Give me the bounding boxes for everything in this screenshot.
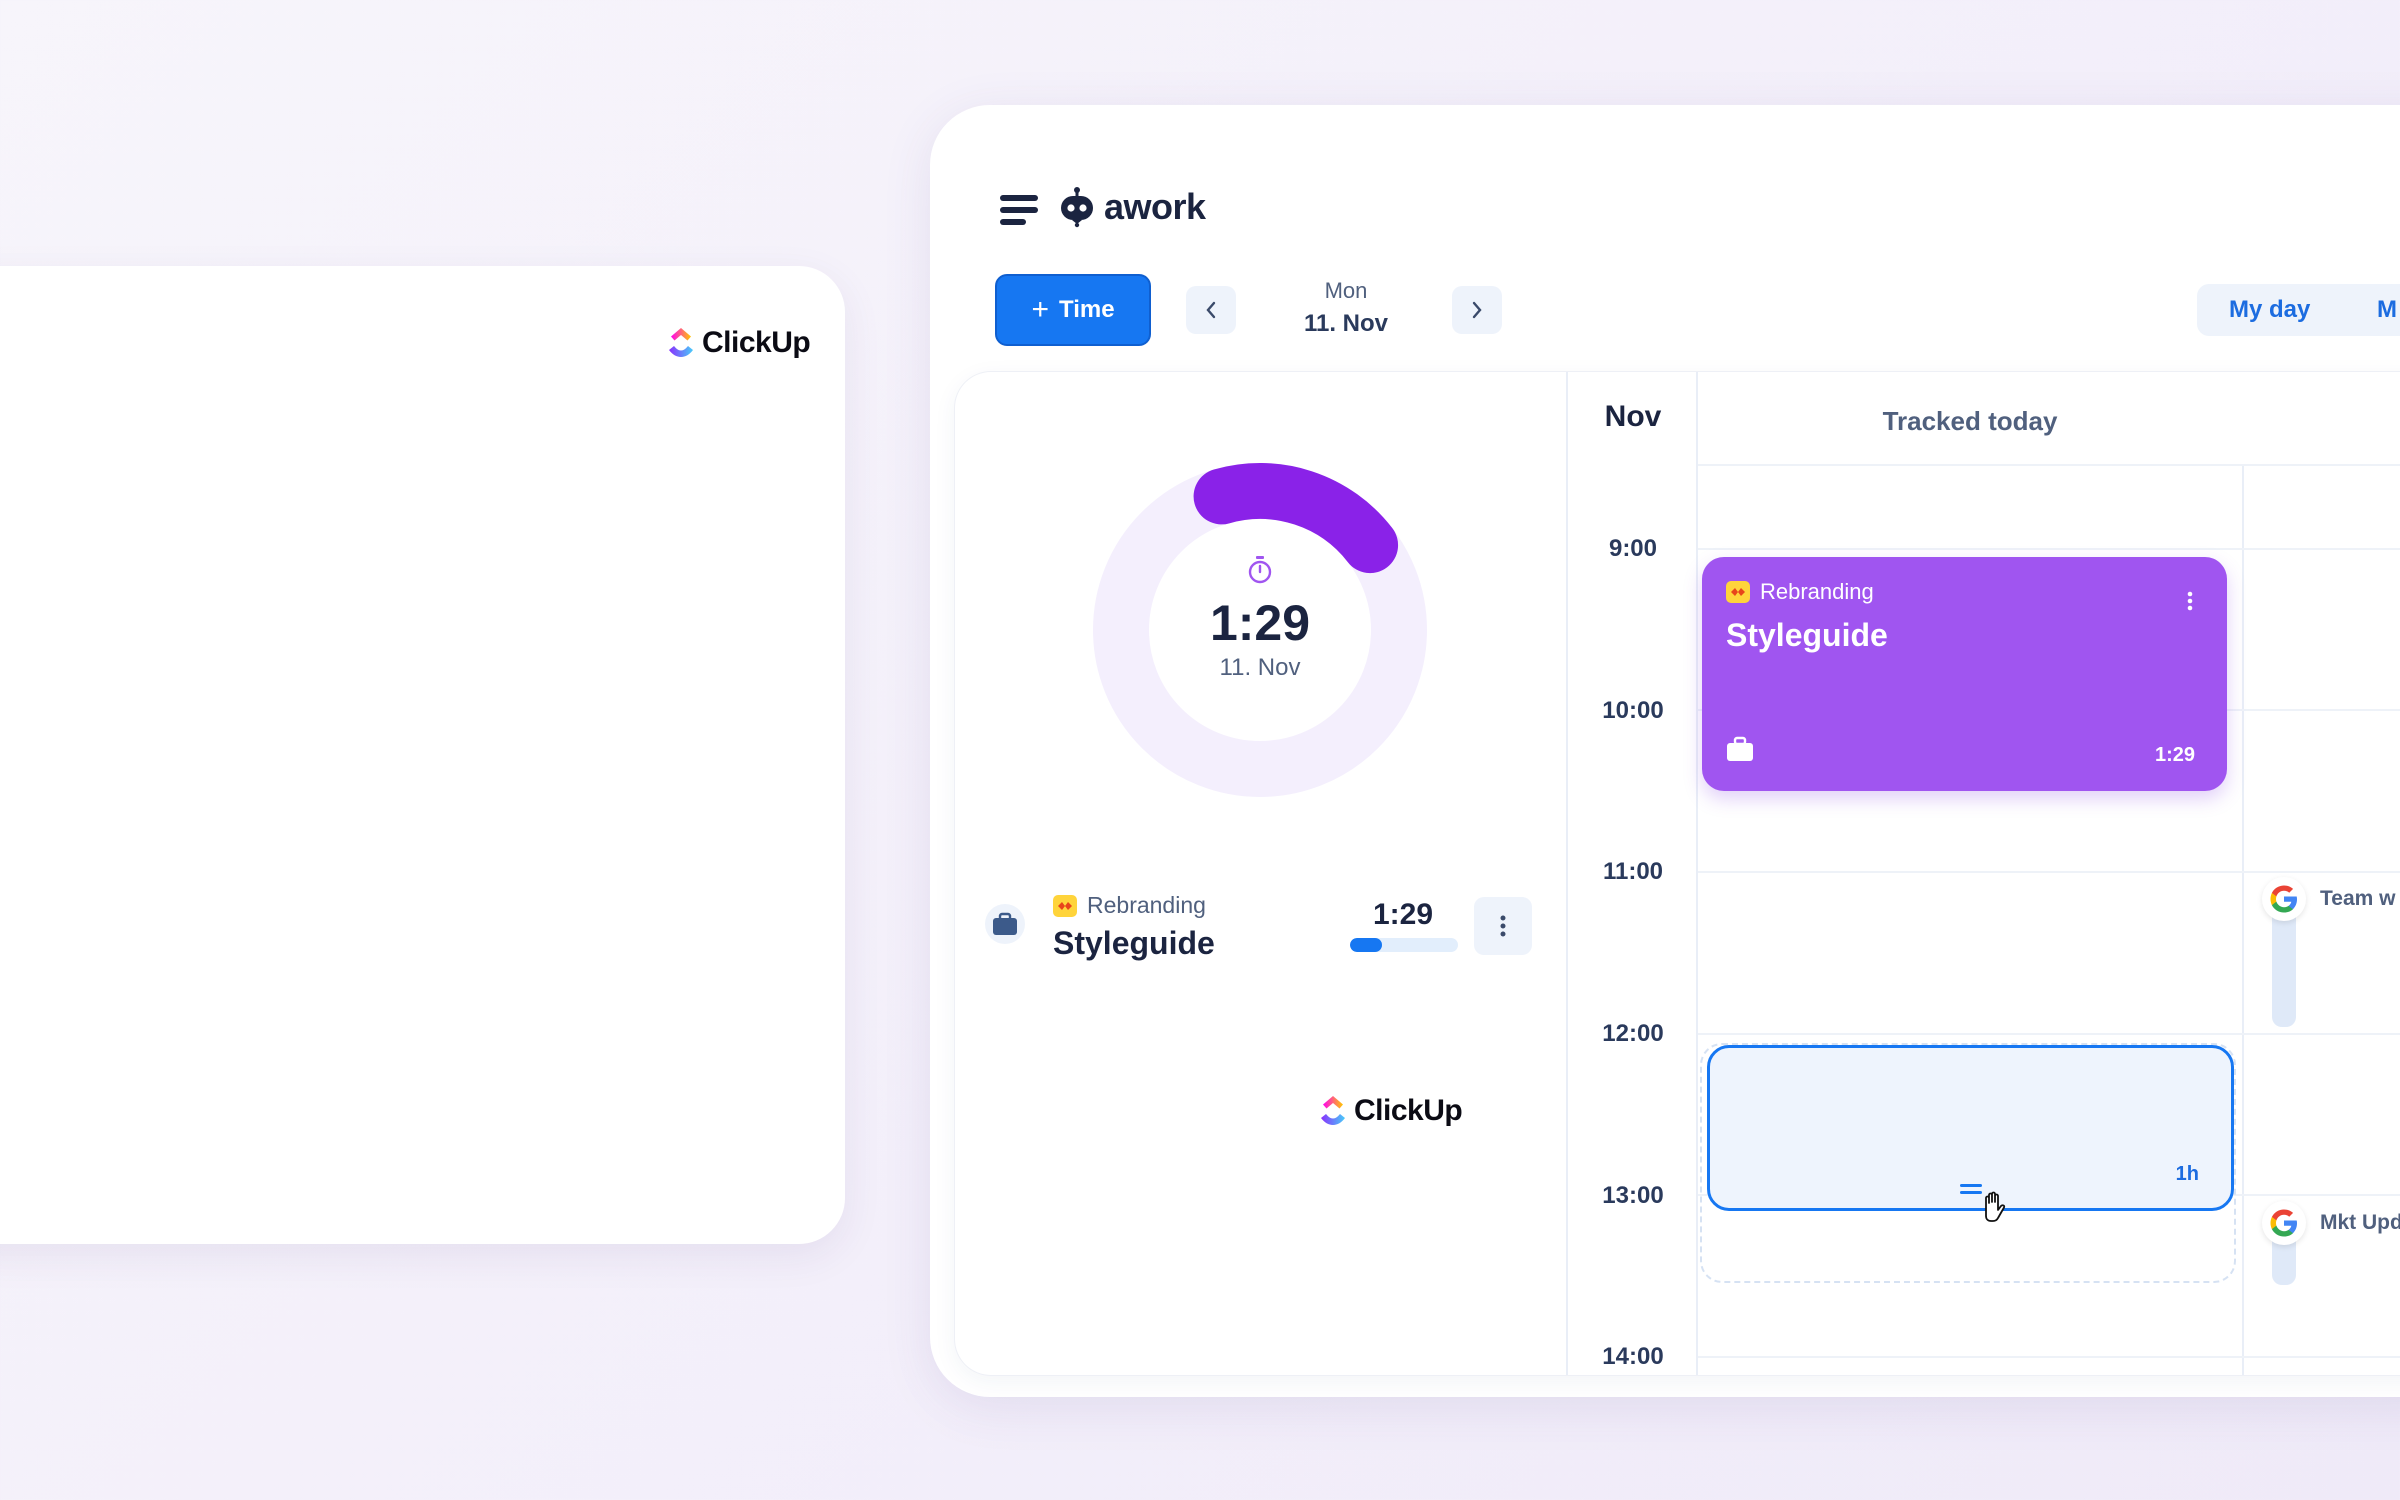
clickup-logo-icon bbox=[1321, 1096, 1345, 1125]
panel-divider bbox=[1566, 372, 1568, 1375]
awork-robot-icon bbox=[1061, 187, 1093, 228]
daily-summary: 1:29 11. Nov bbox=[1170, 555, 1350, 682]
hour-line bbox=[1698, 548, 2400, 550]
time-entry[interactable]: Rebranding Styleguide bbox=[1053, 892, 1215, 962]
hour-line bbox=[1698, 871, 2400, 873]
plus-icon: + bbox=[1031, 293, 1049, 326]
awork-logo: awork bbox=[1058, 186, 1206, 228]
add-time-label: Time bbox=[1058, 296, 1115, 323]
briefcase-icon bbox=[993, 912, 1017, 935]
hour-line bbox=[1698, 1356, 2400, 1358]
clickup-logo-text: ClickUp bbox=[702, 326, 811, 359]
stopwatch-icon bbox=[1248, 556, 1272, 584]
clickup-logo-text: ClickUp bbox=[1354, 1094, 1463, 1127]
event-duration-bar bbox=[2272, 907, 2296, 1027]
google-icon bbox=[2262, 877, 2306, 921]
date-label: 11. Nov bbox=[1303, 310, 1389, 337]
total-tracked-time: 1:29 bbox=[1209, 595, 1311, 651]
clickup-integration-logo: ClickUp bbox=[1318, 1094, 1463, 1128]
tracked-today-header: Tracked today bbox=[1882, 406, 2058, 436]
chevron-left-icon bbox=[1206, 301, 1216, 319]
hour-line bbox=[1698, 1033, 2400, 1035]
block-duration: 1h bbox=[2175, 1163, 2199, 1185]
daily-progress-ring bbox=[1090, 460, 1430, 800]
google-event-label: Mkt Upd bbox=[2320, 1211, 2400, 1234]
entry-more-button[interactable] bbox=[1474, 897, 1532, 955]
progress-ring-arc bbox=[1193, 463, 1399, 574]
new-time-block[interactable]: 1h bbox=[1707, 1045, 2234, 1211]
event-project: Rebranding bbox=[1760, 579, 1874, 604]
hour-label: 13:00 bbox=[1602, 1182, 1664, 1209]
entry-task-name: Styleguide bbox=[1053, 925, 1215, 961]
summary-date: 11. Nov bbox=[1219, 654, 1301, 681]
chevron-right-icon bbox=[1472, 301, 1482, 319]
entry-duration: 1:29 bbox=[1372, 898, 1434, 931]
hour-label: 12:00 bbox=[1602, 1020, 1664, 1047]
google-event-label: Team w bbox=[2320, 887, 2396, 910]
entry-progress-fill bbox=[1350, 938, 1383, 952]
view-next-tab[interactable]: M bbox=[2377, 296, 2397, 323]
add-time-button[interactable]: + Time bbox=[995, 274, 1151, 346]
drop-placeholder bbox=[1700, 1043, 2236, 1283]
event-more-icon[interactable] bbox=[2187, 591, 2193, 616]
entry-project: Rebranding bbox=[1087, 892, 1206, 918]
current-date[interactable]: Mon 11. Nov bbox=[1266, 278, 1426, 338]
previous-day-button[interactable] bbox=[1186, 286, 1236, 334]
tracked-event-card[interactable]: Rebranding Styleguide 1:29 bbox=[1702, 557, 2227, 791]
clickup-logo-icon bbox=[669, 328, 693, 357]
entry-progress-bar bbox=[1350, 938, 1458, 952]
brand-name: awork bbox=[1104, 186, 1206, 227]
time-column-divider bbox=[1696, 372, 1698, 1375]
project-badge-icon bbox=[1053, 894, 1077, 917]
entry-type-icon bbox=[985, 904, 1025, 944]
grab-cursor-icon bbox=[1976, 1186, 2016, 1231]
hour-label: 10:00 bbox=[1602, 697, 1664, 724]
project-badge-icon bbox=[1726, 581, 1750, 603]
calendar-header-line bbox=[1698, 464, 2400, 466]
hour-label: 9:00 bbox=[1608, 535, 1658, 562]
clickup-preview-card: ClickUp bbox=[0, 266, 845, 1244]
clickup-logo: ClickUp bbox=[666, 326, 811, 360]
resize-handle-icon[interactable] bbox=[1960, 1180, 1982, 1194]
hour-label: 11:00 bbox=[1602, 858, 1664, 885]
kebab-menu-icon bbox=[1500, 915, 1506, 937]
view-switcher: My day M bbox=[2197, 284, 2400, 336]
next-day-button[interactable] bbox=[1452, 286, 1502, 334]
view-my-day-tab[interactable]: My day bbox=[2229, 296, 2311, 323]
calendar-column-divider bbox=[2242, 466, 2244, 1375]
google-icon bbox=[2262, 1201, 2306, 1245]
hour-label: 14:00 bbox=[1602, 1343, 1664, 1370]
event-duration: 1:29 bbox=[2154, 744, 2195, 766]
briefcase-icon bbox=[1726, 736, 1754, 767]
day-name: Mon bbox=[1324, 278, 1368, 303]
menu-icon[interactable] bbox=[1000, 193, 1040, 227]
event-task-name: Styleguide bbox=[1726, 617, 1888, 653]
calendar-month: Nov bbox=[1604, 400, 1662, 433]
